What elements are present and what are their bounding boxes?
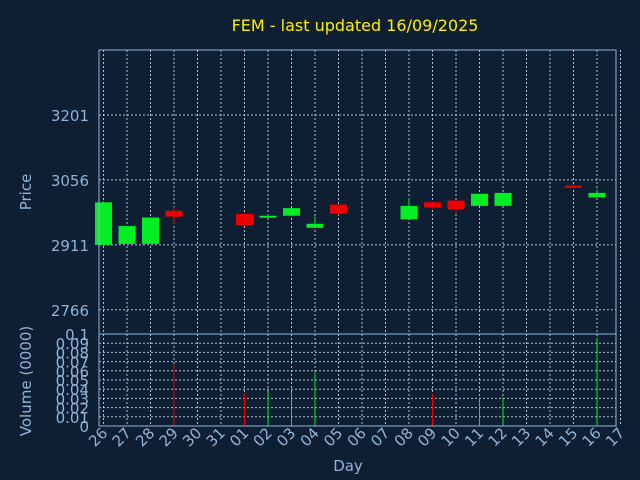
- candle: [400, 197, 418, 220]
- candle-body: [283, 208, 300, 216]
- volume-y-tick-label: 0.04: [56, 381, 89, 399]
- price-candles: [95, 185, 606, 245]
- candle-body: [142, 217, 159, 244]
- volume-y-tick-label: 0.08: [56, 344, 89, 362]
- volume-bars: [173, 337, 598, 426]
- candle: [95, 201, 112, 245]
- volume-y-tick-label: 0.1: [65, 326, 89, 344]
- price-y-tick-label: 3056: [51, 172, 89, 190]
- price-axis-label: Price: [17, 174, 35, 211]
- price-y-tick-label: 3201: [51, 107, 89, 125]
- candle-body: [494, 192, 512, 206]
- x-axis-label: Day: [333, 457, 363, 475]
- candle-body: [118, 226, 136, 244]
- volume-y-tick-label: 0.02: [56, 400, 89, 418]
- volume-y-tick-label: 0.03: [56, 390, 89, 408]
- volume-panel: 00.010.020.030.040.050.060.070.080.090.1…: [17, 326, 621, 436]
- price-grid: [99, 50, 621, 334]
- volume-axis-label: Volume (0000): [17, 326, 35, 436]
- candle-body: [95, 202, 112, 245]
- candle-body: [259, 215, 277, 218]
- volume-y-tick-label: 0.07: [56, 354, 89, 372]
- candle-body: [424, 202, 441, 208]
- candle: [471, 193, 488, 206]
- volume-y-tick-label: 0.05: [56, 372, 89, 390]
- candle: [283, 208, 300, 216]
- candle: [330, 204, 347, 215]
- volume-y-tick-labels: 00.010.020.030.040.050.060.070.080.090.1: [56, 326, 89, 436]
- candle-body: [447, 200, 465, 210]
- candle: [259, 214, 277, 218]
- candle: [142, 217, 159, 244]
- candle: [447, 200, 465, 214]
- candle-body: [400, 205, 418, 220]
- candle-body: [330, 204, 347, 214]
- candle-body: [236, 213, 253, 226]
- candle-body: [165, 210, 183, 217]
- candle: [306, 216, 324, 228]
- x-tick-labels: 2627282930310102030405060708091011121314…: [85, 424, 628, 450]
- price-y-tick-label: 2911: [51, 237, 89, 255]
- candle: [494, 192, 512, 206]
- candle: [424, 202, 441, 209]
- candle-body: [588, 192, 606, 198]
- candle: [165, 207, 183, 224]
- volume-plot-frame: [98, 333, 617, 427]
- candle: [565, 185, 582, 188]
- price-panel: 2766 2911 3056 3201 Price: [17, 49, 621, 335]
- price-y-tick-label: 2766: [51, 302, 89, 320]
- price-y-tick-labels: 2766 2911 3056 3201: [51, 107, 89, 320]
- candle-body: [471, 193, 488, 206]
- volume-y-tick-label: 0.01: [56, 409, 89, 427]
- candle-body: [306, 223, 324, 228]
- candle-body: [565, 185, 582, 188]
- candle: [236, 213, 253, 227]
- candle: [588, 189, 606, 198]
- candle: [118, 226, 136, 244]
- volume-y-tick-label: 0.09: [56, 335, 89, 353]
- volume-y-tick-label: 0.06: [56, 363, 89, 381]
- chart-title: FEM - last updated 16/09/2025: [232, 16, 479, 35]
- volume-y-tick-label: 0: [79, 418, 89, 436]
